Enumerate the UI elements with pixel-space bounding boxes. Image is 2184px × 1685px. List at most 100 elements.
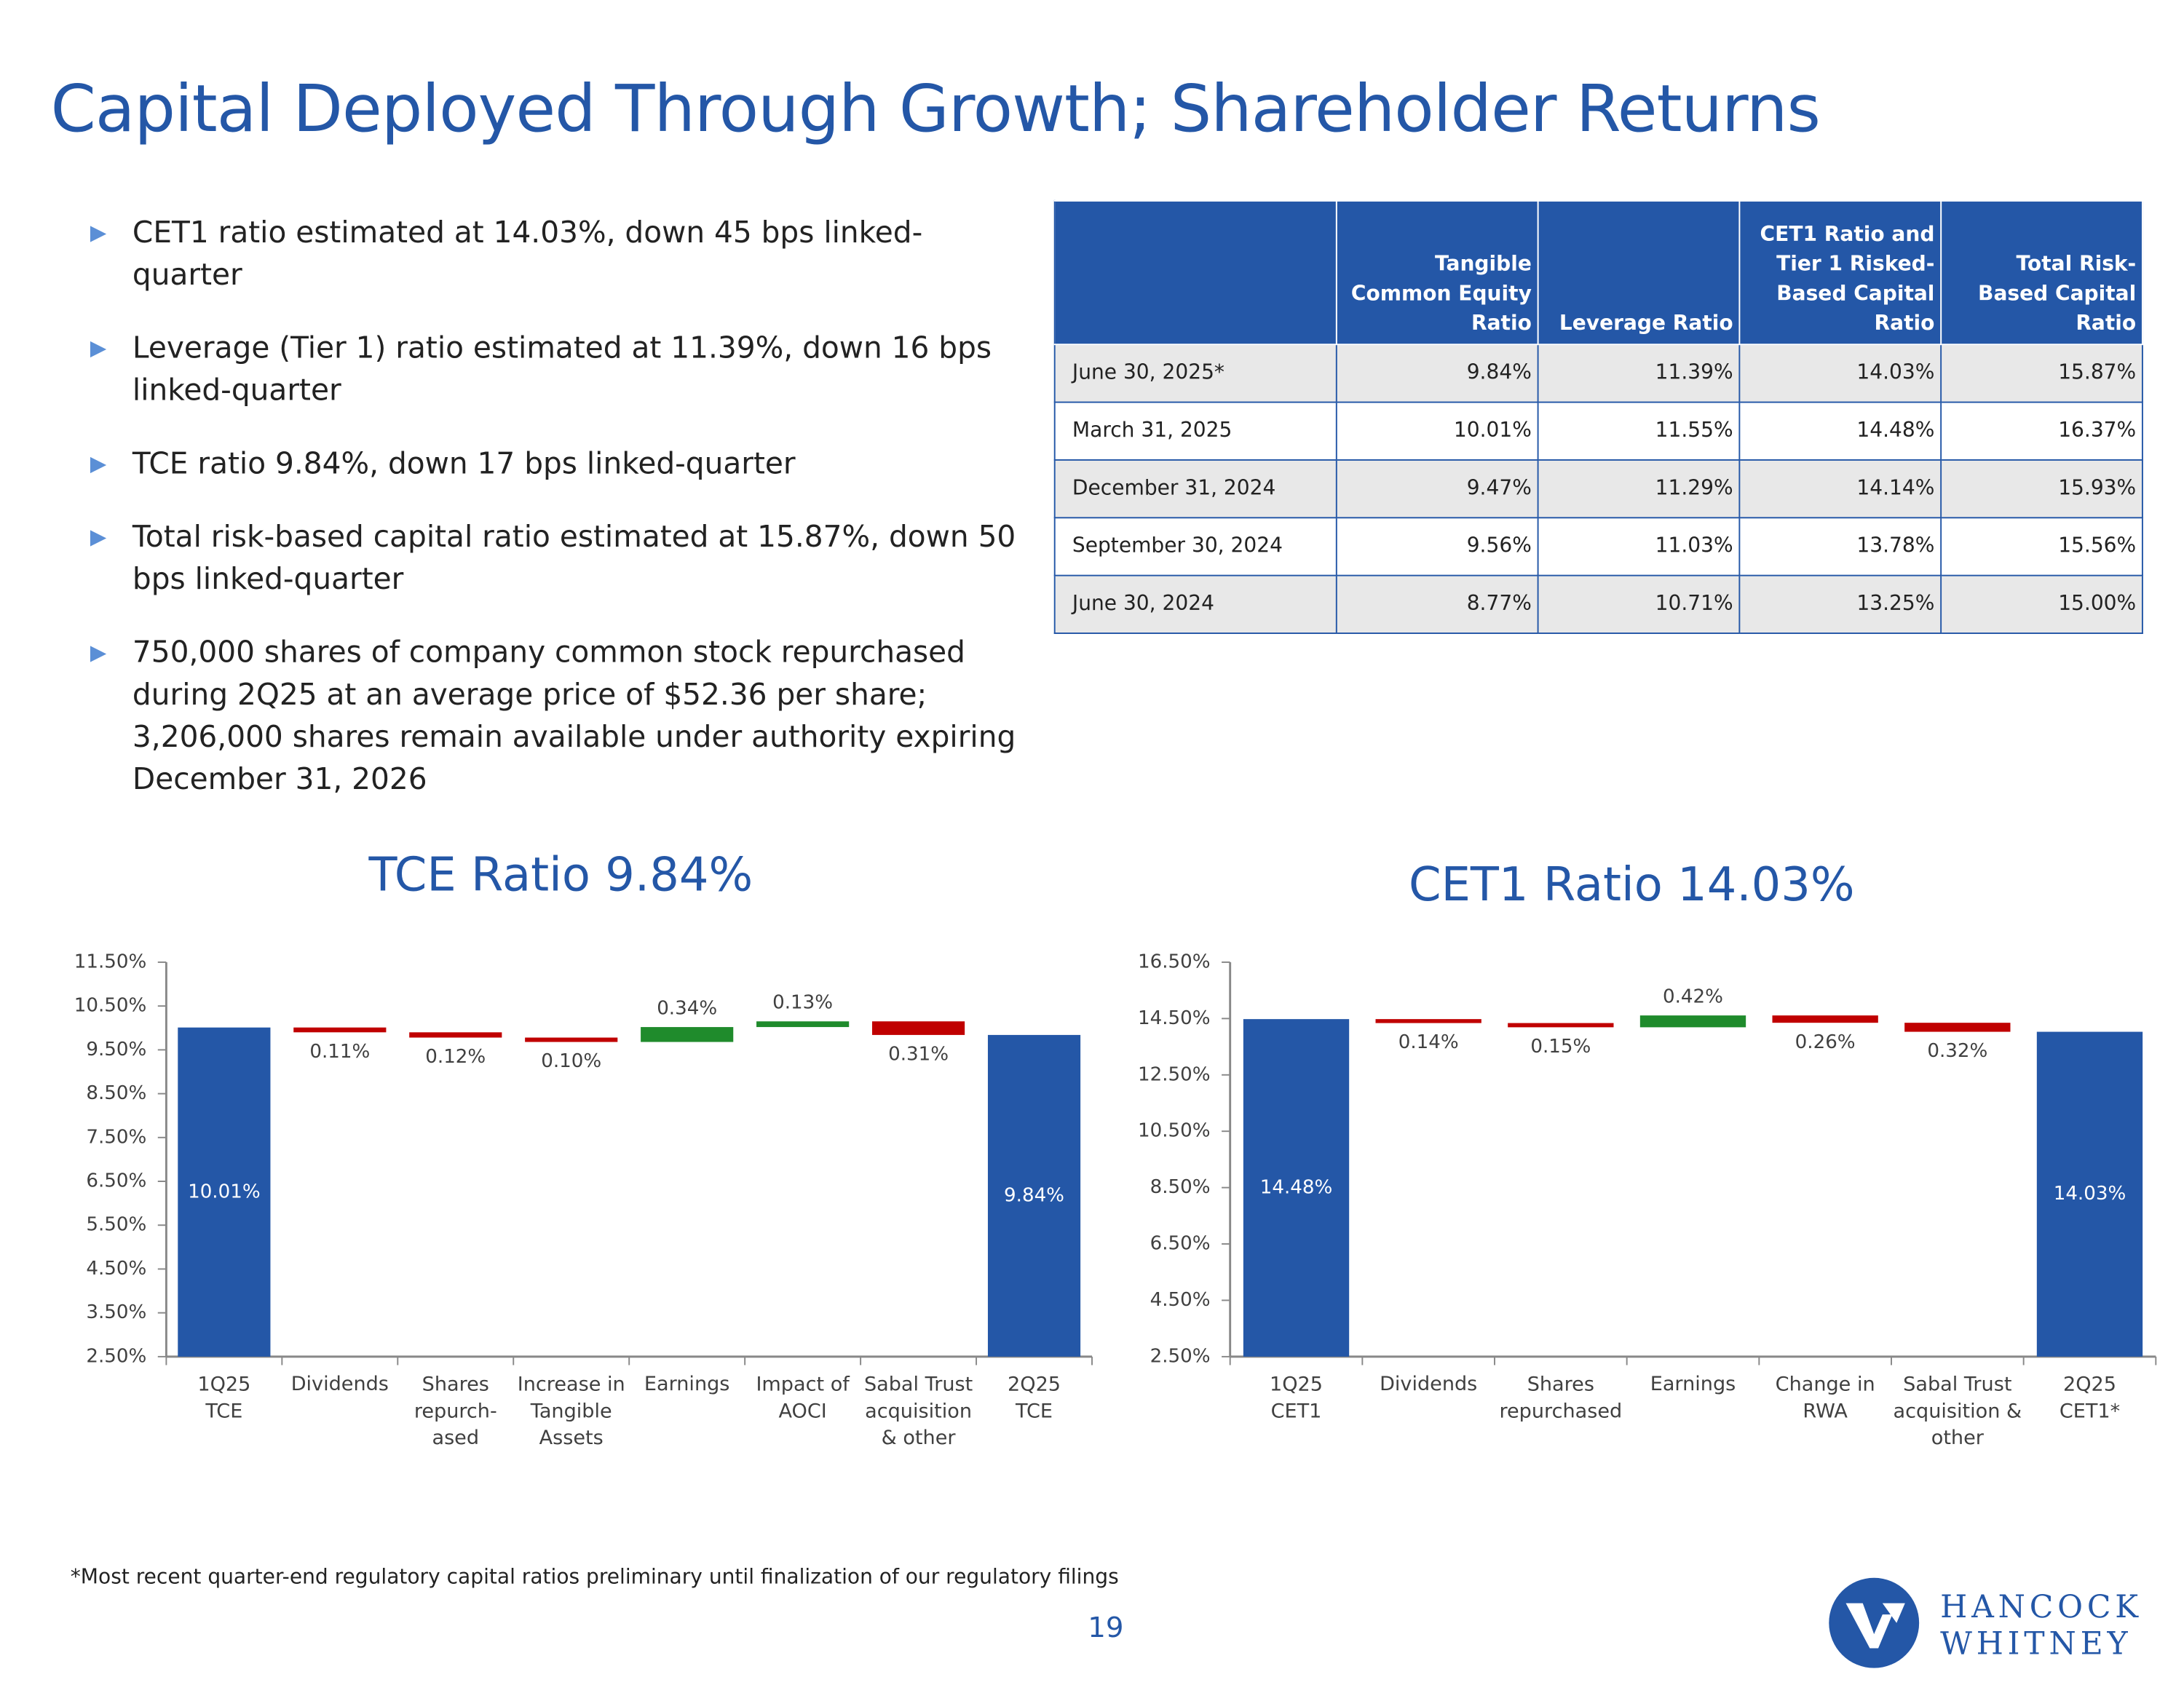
bar [1243, 1019, 1350, 1357]
table-cell: 13.78% [1738, 517, 1942, 576]
y-tick-label: 6.50% [1150, 1233, 1211, 1255]
data-label: 0.32% [1927, 1040, 1987, 1062]
header-cell: CET1 Ratio and Tier 1 Risked-Based Capit… [1738, 199, 1942, 346]
y-tick-label: 16.50% [1138, 951, 1211, 972]
y-tick-label: 11.50% [74, 951, 147, 972]
bar [178, 1027, 271, 1357]
table-cell: 9.47% [1335, 459, 1539, 519]
table-cell: 10.71% [1537, 574, 1741, 634]
slide-title: Capital Deployed Through Growth; Shareho… [50, 70, 1821, 147]
table-row: December 31, 2024 9.47% 11.29% 14.14% 15.93% [1053, 459, 2143, 519]
footnote: *Most recent quarter-end regulatory capi… [70, 1566, 1119, 1590]
bar [641, 1027, 734, 1042]
logo-text: WHITNEY [1940, 1625, 2132, 1662]
table-cell: 10.01% [1335, 401, 1539, 461]
bullet-arrow: ▶ [90, 524, 107, 550]
logo-text: HANCOCK [1940, 1589, 2143, 1625]
bullet-text: CET1 ratio estimated at 14.03%, down 45 … [132, 215, 923, 292]
table-row: June 30, 2025* 9.84% 11.39% 14.03% 15.87% [1053, 344, 2143, 403]
bullet-text: 750,000 shares of company common stock r… [132, 635, 1016, 796]
bullet-arrow: ▶ [90, 451, 107, 477]
bullet: ▶ TCE ratio 9.84%, down 17 bps linked-qua… [90, 443, 1020, 485]
data-label: 0.15% [1530, 1036, 1591, 1058]
bullet-arrow: ▶ [90, 219, 107, 245]
bar [987, 1034, 1081, 1357]
bullet-text: Leverage (Tier 1) ratio estimated at 11.… [132, 330, 992, 408]
logo-mark [1829, 1577, 1920, 1668]
bar [1508, 1023, 1614, 1028]
x-tick-label: Earnings [1650, 1373, 1736, 1395]
y-tick-label: 4.50% [86, 1258, 146, 1280]
y-tick-label: 8.50% [86, 1082, 146, 1104]
y-tick-label: 4.50% [1150, 1289, 1211, 1311]
bar [872, 1021, 965, 1035]
x-tick-label: Increase in Tangible Assets [518, 1373, 625, 1449]
y-tick-label: 8.50% [1150, 1176, 1211, 1198]
bullet-text: Total risk-based capital ratio estimated… [132, 520, 1016, 596]
x-tick-label: 1Q25 CET1 [1270, 1373, 1323, 1422]
chart-title: TCE Ratio 9.84% [368, 848, 753, 902]
table-cell: 9.56% [1335, 517, 1539, 576]
bar [1772, 1015, 1878, 1023]
header-cell: Total Risk-Based Capital Ratio [1940, 199, 2143, 346]
table-cell: 11.39% [1537, 344, 1741, 403]
y-tick-label: 10.50% [74, 995, 147, 1017]
x-tick-label: Sabal Trust acquisition & other [864, 1373, 973, 1449]
table-cell: 13.25% [1738, 574, 1942, 634]
x-tick-label: 1Q25 TCE [197, 1373, 250, 1422]
data-label: 14.03% [2054, 1183, 2126, 1205]
bar [2036, 1031, 2143, 1357]
table-cell: 15.93% [1940, 459, 2143, 519]
bar [1639, 1015, 1746, 1028]
data-label: 9.84% [1004, 1184, 1064, 1206]
y-tick-label: 6.50% [86, 1170, 146, 1192]
table-cell: 9.84% [1335, 344, 1539, 403]
table-cell: 15.00% [1940, 574, 2143, 634]
y-tick-label: 10.50% [1138, 1120, 1211, 1142]
x-tick-label: Earnings [644, 1373, 730, 1395]
bullet-list: ▶ CET1 ratio estimated at 14.03%, down 45… [90, 211, 1020, 831]
table-row: June 30, 2024 8.77% 10.71% 13.25% 15.00% [1053, 574, 2143, 634]
bullet: ▶ 750,000 shares of company common stock … [90, 631, 1020, 800]
table-cell: March 31, 2025 [1053, 401, 1337, 461]
header-cell: Leverage Ratio [1537, 199, 1741, 346]
y-tick-label: 3.50% [86, 1301, 146, 1323]
x-tick-label: Change in RWA [1776, 1373, 1875, 1422]
data-label: 0.14% [1398, 1031, 1459, 1053]
table-cell: 14.03% [1738, 344, 1942, 403]
data-label: 0.11% [309, 1041, 370, 1063]
data-label: 0.10% [541, 1050, 601, 1072]
table-cell: 14.48% [1738, 401, 1942, 461]
y-tick-label: 2.50% [1150, 1345, 1211, 1367]
y-tick-label: 5.50% [86, 1214, 146, 1236]
x-tick-label: 2Q25 TCE [1008, 1373, 1061, 1422]
x-tick-label: Dividends [291, 1373, 389, 1395]
data-label: 0.26% [1795, 1031, 1856, 1053]
table-cell: 8.77% [1335, 574, 1539, 634]
data-label: 0.34% [657, 997, 717, 1019]
y-tick-label: 7.50% [86, 1126, 146, 1148]
bullet: ▶ Leverage (Tier 1) ratio estimated at 11… [90, 327, 1020, 411]
bullet: ▶ CET1 ratio estimated at 14.03%, down 45… [90, 211, 1020, 296]
bullet: ▶ Total risk-based capital ratio estimate… [90, 515, 1020, 600]
table-cell: December 31, 2024 [1053, 459, 1337, 519]
x-tick-label: Shares repurchased [1499, 1373, 1622, 1422]
data-label: 0.42% [1663, 986, 1723, 1007]
data-label: 14.48% [1260, 1177, 1333, 1199]
bar [756, 1021, 850, 1028]
table-cell: 11.55% [1537, 401, 1741, 461]
header-cell: Tangible Common Equity Ratio [1335, 199, 1539, 346]
table-cell: 15.87% [1940, 344, 2143, 403]
chart-title: CET1 Ratio 14.03% [1409, 858, 1855, 912]
data-label: 0.12% [425, 1046, 486, 1068]
table-cell: 11.29% [1537, 459, 1741, 519]
bar [409, 1032, 502, 1038]
table-cell: 14.14% [1738, 459, 1942, 519]
table-cell: September 30, 2024 [1053, 517, 1337, 576]
page-number: 19 [1088, 1610, 1124, 1644]
y-tick-label: 14.50% [1138, 1007, 1211, 1029]
table-cell: 11.03% [1537, 517, 1741, 576]
table-cell: June 30, 2025* [1053, 344, 1337, 403]
